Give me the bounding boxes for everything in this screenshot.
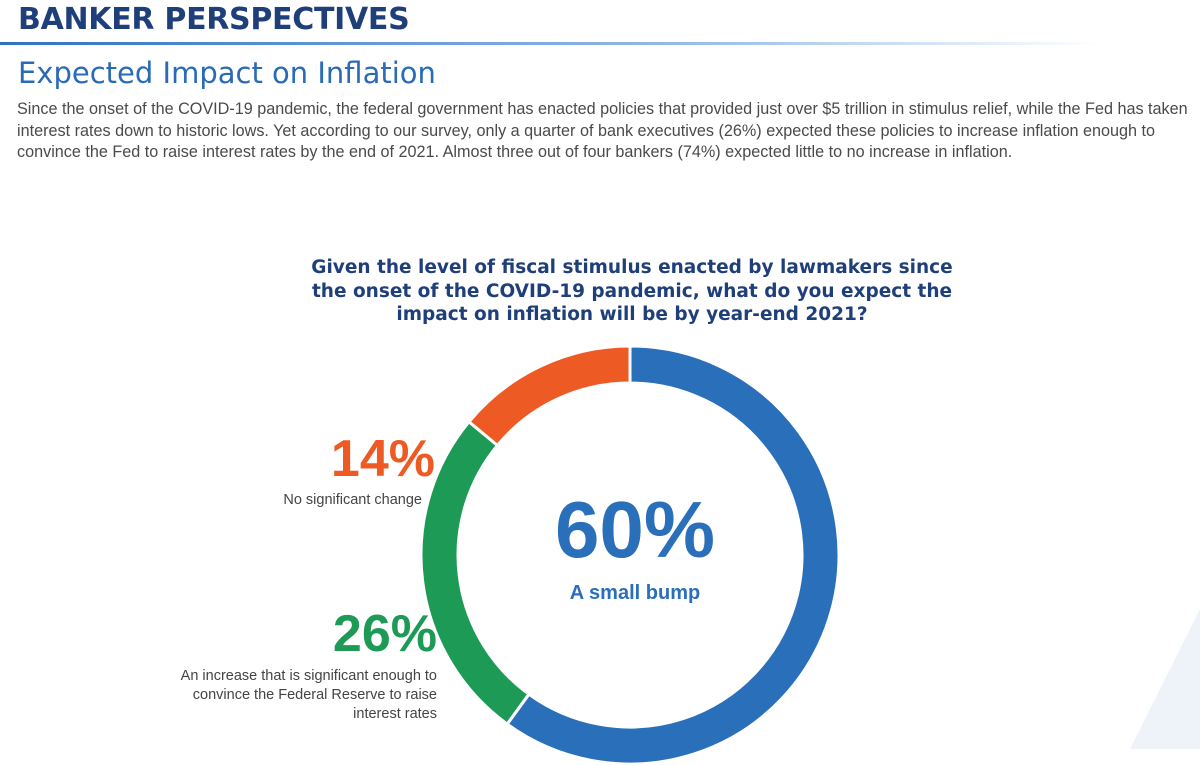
slice-no-change (466, 345, 632, 448)
slice-small-bump (505, 345, 840, 765)
slice-significant-increase (420, 419, 531, 727)
section-title: Expected Impact on Inflation (18, 56, 436, 90)
slice-label-no-change: No significant change (283, 492, 422, 508)
chart-title: Given the level of fiscal stimulus enact… (311, 257, 953, 325)
header-divider (0, 42, 1100, 45)
decorative-corner-shape (1130, 609, 1200, 749)
slice-value-no-change: 14% (330, 430, 435, 488)
header-title: BANKER PERSPECTIVES (18, 2, 410, 37)
donut-chart (420, 345, 840, 765)
slice-value-significant-increase: 26% (332, 605, 437, 663)
slice-value-small-bump: 60% (554, 485, 716, 574)
slice-label-significant-increase: An increase that is significant enough t… (180, 668, 437, 722)
slice-label-small-bump: A small bump (569, 582, 701, 604)
intro-paragraph: Since the onset of the COVID-19 pandemic… (17, 100, 1188, 161)
